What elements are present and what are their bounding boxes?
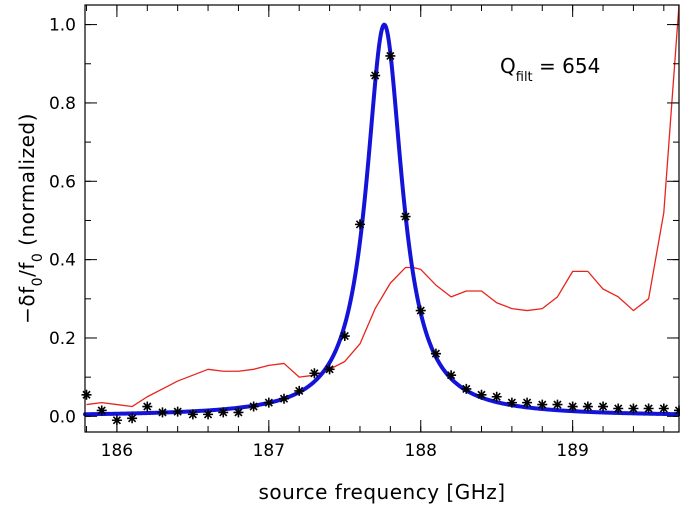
- data-point: [385, 50, 396, 61]
- data-point: [294, 385, 305, 396]
- data-point: [279, 393, 290, 404]
- data-point: [461, 383, 472, 394]
- data-point: [537, 399, 548, 410]
- data-point: [263, 397, 274, 408]
- y-tick-label: 0.0: [49, 407, 76, 427]
- data-point: [157, 407, 168, 418]
- data-point: [370, 70, 381, 81]
- y-label-sub2: 0: [30, 253, 46, 262]
- data-point: [339, 331, 350, 342]
- data-point: [233, 407, 244, 418]
- y-tick-label: 0.2: [49, 329, 76, 349]
- y-label-sub1: 0: [30, 277, 46, 286]
- data-point: [187, 409, 198, 420]
- data-point: [96, 405, 107, 416]
- data-point: [582, 401, 593, 412]
- data-point: [400, 211, 411, 222]
- data-point: [658, 403, 669, 414]
- data-point: [430, 348, 441, 359]
- y-tick-label: 0.6: [49, 172, 76, 192]
- plot-frame: [84, 4, 680, 433]
- y-label-part2: /f: [15, 262, 39, 277]
- y-tick-label: 0.8: [49, 94, 76, 114]
- y-axis-label: −δf0/f0 (normalized): [15, 113, 46, 324]
- x-tick-label: 186: [101, 441, 133, 461]
- q-annotation-sub: filt: [516, 70, 533, 85]
- data-point: [446, 370, 457, 381]
- red-trace-line: [86, 4, 680, 408]
- data-point: [476, 389, 487, 400]
- data-point: [643, 403, 654, 414]
- data-point: [522, 397, 533, 408]
- data-point: [218, 407, 229, 418]
- q-annotation-value: = 654: [533, 54, 601, 78]
- x-axis-label: source frequency [GHz]: [258, 480, 505, 504]
- data-point: [142, 401, 153, 412]
- lorentzian-fit-line: [83, 22, 680, 417]
- data-point: [127, 413, 138, 424]
- data-point: [309, 368, 320, 379]
- data-point: [628, 403, 639, 414]
- data-points-group: [81, 50, 680, 426]
- y-label-rest: (normalized): [15, 113, 39, 253]
- x-tick-label: 187: [253, 441, 285, 461]
- data-point: [491, 391, 502, 402]
- data-point: [567, 401, 578, 412]
- x-tick-label: 188: [405, 441, 437, 461]
- fit-curve-group: [83, 22, 680, 417]
- data-point: [506, 397, 517, 408]
- data-point: [552, 399, 563, 410]
- data-point: [203, 409, 214, 420]
- data-point: [613, 403, 624, 414]
- red-trace-group: [86, 4, 680, 408]
- tick-labels-group: 186 187 188 189 0.0 0.2 0.4 0.6 0.8 1.0: [49, 16, 589, 461]
- data-point: [81, 389, 92, 400]
- data-point: [415, 305, 426, 316]
- data-point: [354, 219, 365, 230]
- data-point: [172, 406, 183, 417]
- q-annotation-main: Q: [500, 54, 516, 78]
- data-point: [324, 364, 335, 375]
- y-tick-label: 1.0: [49, 16, 76, 36]
- y-tick-label: 0.4: [49, 251, 76, 271]
- data-point: [598, 401, 609, 412]
- q-annotation: Qfilt = 654: [500, 54, 600, 85]
- data-point: [248, 401, 259, 412]
- y-label-part1: −δf: [15, 286, 39, 324]
- x-tick-label: 189: [556, 441, 588, 461]
- ticks-group: [85, 5, 679, 432]
